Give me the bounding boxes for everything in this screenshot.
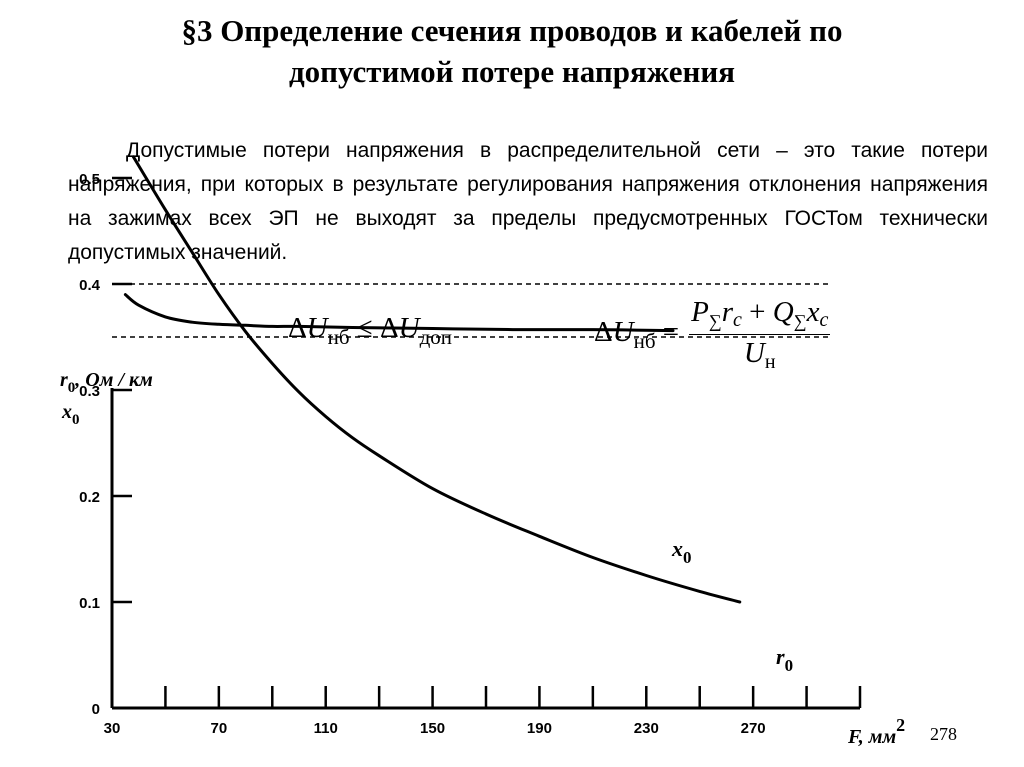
slide-title-line-2: допустимой потере напряжения	[288, 54, 736, 89]
x-tick-label: 270	[741, 720, 766, 737]
x-tick-label: 30	[104, 720, 121, 737]
chart-series	[123, 155, 742, 604]
y-axis-title-line-1: r0, Ом / км	[60, 369, 153, 396]
body-paragraph: Допустимые потери напряжения в распредел…	[68, 139, 988, 264]
series-line-x0	[123, 293, 675, 333]
y-tick-label: 0.2	[79, 489, 100, 506]
chart-reference-lines	[112, 283, 830, 338]
y-tick-label: 0	[92, 701, 100, 718]
c-subscript: c	[733, 309, 742, 331]
page-number: 278	[930, 724, 957, 744]
voltage-loss-calculation-formula: ΔUнб = P∑rc + Q∑xc Uн	[594, 296, 831, 374]
formula-lhs: ΔUнб =	[594, 316, 679, 354]
delta-symbol: Δ	[288, 312, 307, 344]
p-symbol: P	[691, 296, 709, 328]
series-label-x0: x0	[671, 536, 692, 567]
y-tick-label: 0.4	[79, 277, 101, 294]
y-tick-label: 0.5	[79, 171, 100, 188]
x-tick-label: 110	[314, 720, 338, 737]
y-tick-label: 0.1	[79, 595, 100, 612]
chart-labels: 0 0.1 0.2 0.3 0.4 0.5 30 70 110 150 190 230 270 x0 r0 r…	[60, 171, 905, 748]
sigma-subscript: ∑	[708, 311, 722, 331]
x-tick-label: 150	[420, 720, 445, 737]
chart-axes	[110, 176, 862, 710]
plus-symbol: +	[741, 296, 773, 328]
fraction-numerator: P∑rc + Q∑xc	[689, 296, 830, 334]
series-line-r0	[131, 155, 742, 604]
y-axis-title-line-2: x0	[61, 401, 80, 428]
x-tick-label: 70	[211, 720, 228, 737]
y-tick-label: 0.3	[79, 383, 100, 400]
x-symbol: x	[806, 296, 820, 328]
sigma-subscript-2: ∑	[793, 311, 807, 331]
delta-symbol: Δ	[594, 316, 613, 348]
formula-fraction: P∑rc + Q∑xc Uн	[689, 296, 831, 374]
fraction-denominator: Uн	[744, 335, 776, 374]
x-tick-label: 190	[527, 720, 552, 737]
fraction-bar	[689, 334, 831, 335]
x-axis-title: F, мм2	[847, 715, 905, 748]
c-subscript-2: c	[819, 309, 829, 331]
subscript-nb: нб	[633, 329, 656, 353]
r-symbol: r	[721, 296, 734, 328]
u-symbol: U	[612, 316, 634, 348]
series-label-r0: r0	[776, 644, 793, 675]
x-tick-label: 230	[634, 720, 659, 737]
subscript-n: н	[764, 351, 776, 373]
slide-title-line-1: §3 Определение сечения проводов и кабеле…	[181, 13, 843, 48]
slide-title: §3 Определение сечения проводов и кабеле…	[60, 10, 964, 92]
u-symbol-den: U	[743, 337, 765, 369]
q-symbol: Q	[772, 296, 794, 328]
